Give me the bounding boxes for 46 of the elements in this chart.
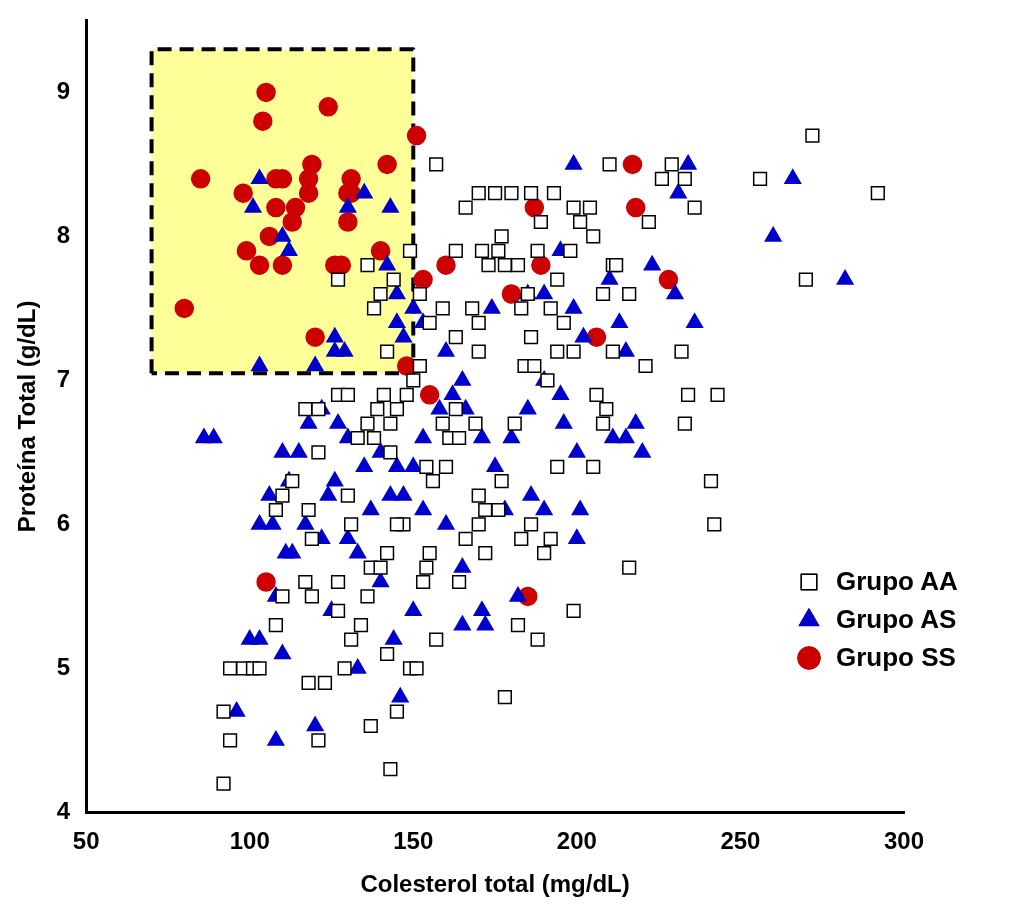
point: [266, 197, 286, 218]
y-tick-label: 9: [56, 77, 71, 105]
point: [236, 241, 257, 261]
point: [586, 327, 607, 347]
point: [377, 154, 397, 175]
point: [406, 125, 427, 146]
y-tick-label: 6: [56, 509, 71, 537]
legend-label: Grupo SS: [836, 641, 956, 673]
point: [174, 298, 195, 319]
legend-label: Grupo AA: [836, 565, 958, 597]
point: [419, 385, 440, 405]
y-axis-title: Proteína Total (g/dL): [13, 300, 41, 533]
x-tick-label: 150: [393, 827, 434, 855]
point: [501, 284, 522, 304]
point: [190, 169, 211, 189]
point: [338, 212, 358, 232]
x-tick-label: 250: [720, 827, 761, 855]
point: [318, 97, 338, 117]
point: [256, 572, 276, 592]
point: [622, 154, 643, 175]
point: [249, 255, 270, 275]
point: [413, 269, 433, 290]
point: [302, 154, 322, 175]
y-tick-label: 7: [56, 365, 71, 393]
point: [272, 255, 293, 275]
point: [305, 327, 325, 347]
point: [625, 197, 646, 218]
point: [259, 226, 280, 247]
point: [531, 255, 551, 275]
point: [233, 183, 253, 203]
point: [285, 197, 306, 218]
x-tick-label: 100: [229, 827, 270, 855]
legend-label: Grupo AS: [836, 603, 957, 635]
y-tick-label: 4: [56, 797, 71, 825]
y-tick-label: 8: [56, 221, 71, 249]
x-tick-label: 300: [883, 827, 925, 855]
point: [436, 255, 456, 275]
x-tick-label: 50: [72, 827, 100, 855]
point: [370, 241, 391, 261]
point: [253, 111, 273, 131]
point: [524, 197, 545, 218]
x-tick-label: 200: [556, 827, 597, 855]
point: [256, 82, 276, 103]
y-tick-label: 5: [56, 653, 71, 681]
point: [658, 269, 679, 290]
x-axis-title: Colesterol total (mg/dL): [360, 870, 630, 898]
